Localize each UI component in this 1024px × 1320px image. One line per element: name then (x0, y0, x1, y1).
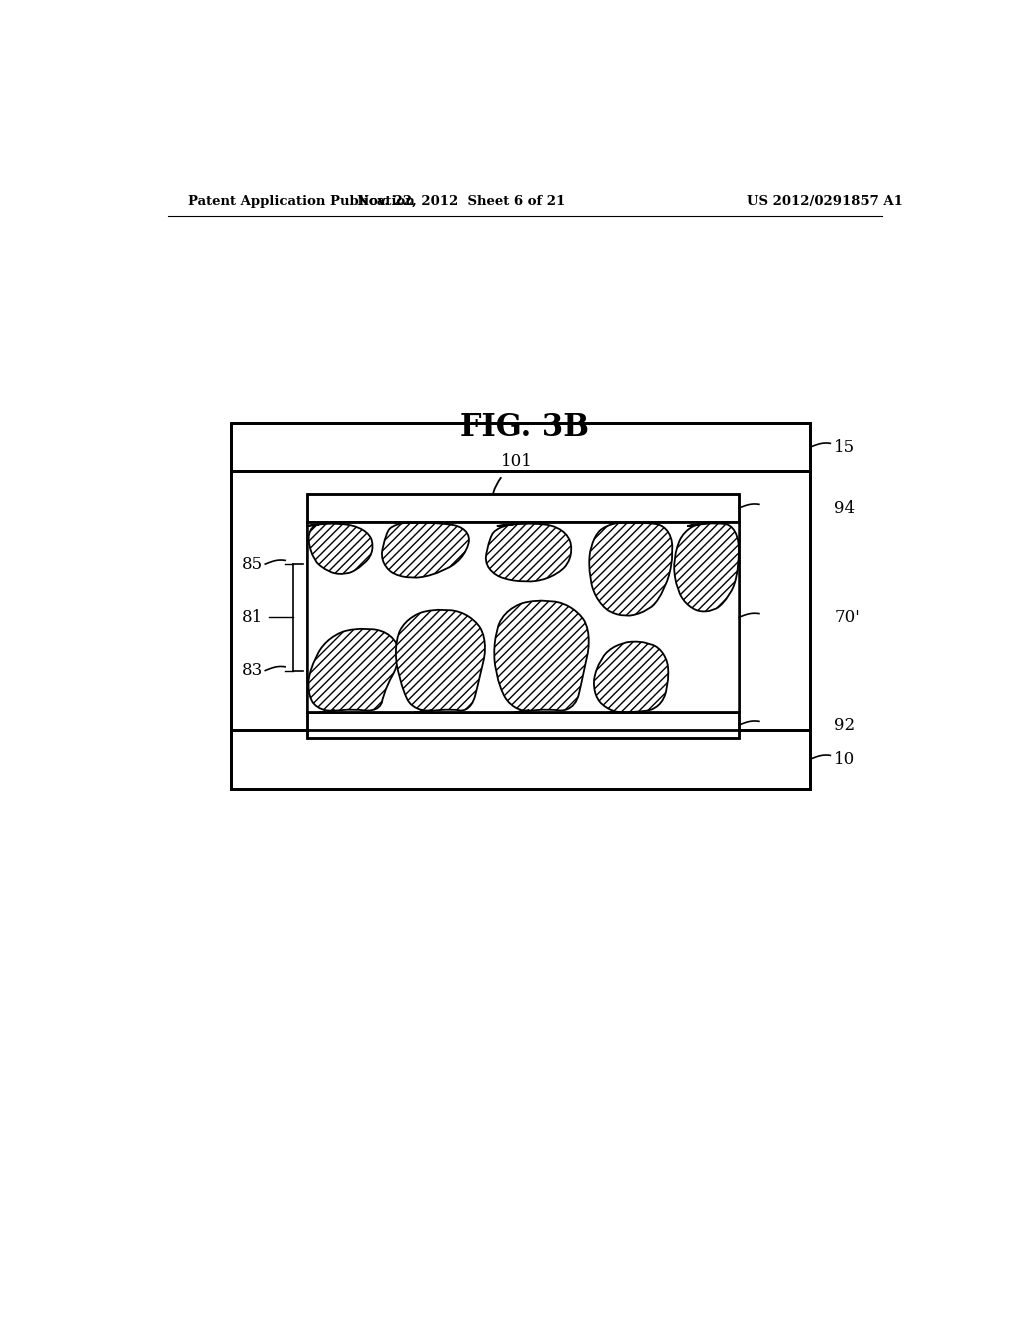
Bar (306, 494, 739, 738)
PathPatch shape (396, 610, 485, 713)
Text: FIG. 3B: FIG. 3B (461, 412, 589, 444)
Text: 92: 92 (835, 717, 855, 734)
Text: 15: 15 (835, 438, 855, 455)
Text: Patent Application Publication: Patent Application Publication (187, 194, 415, 207)
Bar (306, 494, 739, 738)
PathPatch shape (594, 642, 669, 713)
Text: 81: 81 (242, 609, 263, 626)
Text: Nov. 22, 2012  Sheet 6 of 21: Nov. 22, 2012 Sheet 6 of 21 (357, 194, 565, 207)
PathPatch shape (308, 628, 398, 713)
Text: 101: 101 (501, 454, 532, 470)
PathPatch shape (485, 524, 571, 581)
Text: 94: 94 (835, 499, 855, 516)
Text: US 2012/0291857 A1: US 2012/0291857 A1 (748, 194, 903, 207)
Bar (306, 523, 739, 713)
PathPatch shape (382, 523, 469, 578)
PathPatch shape (306, 524, 373, 574)
Text: 10: 10 (835, 751, 856, 768)
Text: 83: 83 (242, 663, 263, 678)
PathPatch shape (674, 524, 739, 611)
Bar (231, 422, 811, 788)
Bar (231, 422, 811, 788)
Text: 85: 85 (242, 556, 263, 573)
PathPatch shape (589, 523, 673, 615)
PathPatch shape (495, 601, 589, 713)
Text: 70': 70' (835, 609, 860, 626)
